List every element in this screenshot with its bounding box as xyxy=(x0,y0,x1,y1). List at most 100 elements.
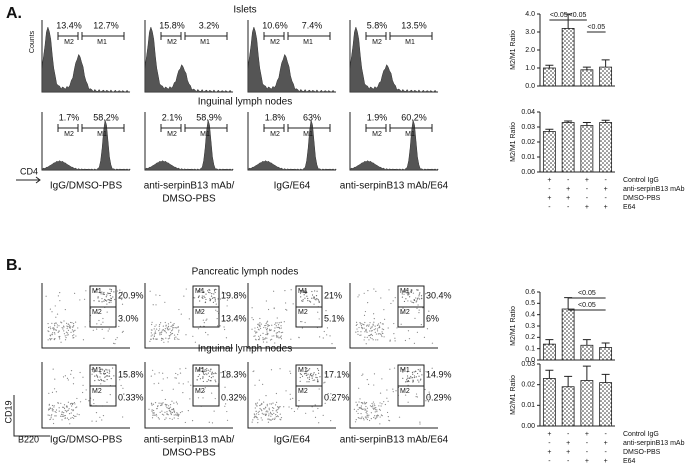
scatter-dot xyxy=(420,295,423,297)
scatter-dot xyxy=(366,410,368,413)
scatter-dot xyxy=(369,334,372,336)
scatter-dot xyxy=(73,337,75,339)
scatter-dot xyxy=(63,320,65,322)
scatter-dot xyxy=(151,409,153,411)
scatter-dot xyxy=(357,333,359,335)
scatter-dot xyxy=(289,372,292,374)
scatter-dot xyxy=(412,302,415,304)
scatter-dot xyxy=(418,375,420,377)
scatter-dot xyxy=(100,368,102,370)
significance-label: <0.05 xyxy=(578,302,596,309)
scatter-dot xyxy=(158,329,160,332)
scatter-dot xyxy=(402,307,404,309)
scatter-dot xyxy=(302,299,304,301)
scatter-dot xyxy=(209,299,211,302)
scatter-dot xyxy=(368,324,370,326)
gate-percent: 1.9% xyxy=(367,112,388,122)
scatter-dot xyxy=(47,339,49,341)
gate-line xyxy=(263,124,331,132)
scatter-dot xyxy=(378,326,380,329)
scatter-dot xyxy=(378,405,380,407)
scatter-dot xyxy=(67,323,69,325)
scatter-dot xyxy=(100,373,102,375)
gate-percent: 12.7% xyxy=(93,20,119,30)
scatter-dot xyxy=(201,296,203,299)
scatter-dot xyxy=(59,300,61,302)
scatter-dot xyxy=(176,413,179,415)
gate-label: M2 xyxy=(400,388,410,395)
scatter-dot xyxy=(201,367,203,370)
scatter-dot xyxy=(205,369,208,371)
scatter-dot xyxy=(330,393,332,395)
scatter-dot xyxy=(360,412,362,415)
gate-percent: 13.5% xyxy=(401,20,427,30)
scatter-dot xyxy=(267,421,270,423)
scatter-dot xyxy=(101,368,103,370)
scatter-dot xyxy=(428,393,431,395)
scatter-dot xyxy=(202,376,204,378)
scatter-dot xyxy=(72,409,75,411)
scatter-dot xyxy=(73,401,76,404)
significance-label: <0.05 xyxy=(587,24,605,31)
gate-percent: 15.8% xyxy=(118,369,144,379)
scatter-dot xyxy=(393,322,395,325)
scatter-dot xyxy=(289,398,292,400)
scatter-dot xyxy=(66,417,69,419)
scatter-dot xyxy=(82,376,84,378)
scatter-dot xyxy=(262,332,264,334)
scatter-dot xyxy=(120,384,122,387)
scatter-dot xyxy=(101,419,103,421)
scatter-dot xyxy=(407,380,409,382)
scatter-dot xyxy=(415,393,418,395)
scatter-dot xyxy=(257,323,259,325)
scatter-dot xyxy=(60,341,62,343)
scatter-dot xyxy=(271,324,273,326)
scatter-dot xyxy=(67,329,70,332)
scatter-dot xyxy=(51,404,54,407)
scatter-dot xyxy=(285,390,287,392)
scatter-dot xyxy=(372,406,374,408)
scatter-dot xyxy=(394,337,396,339)
scatter-dot xyxy=(103,300,105,302)
scatter-dot xyxy=(110,299,112,301)
scatter-dot xyxy=(72,323,75,325)
scatter-axes xyxy=(41,362,130,429)
scatter-dot xyxy=(428,391,430,393)
scatter-dot xyxy=(108,328,110,330)
scatter-dot xyxy=(207,334,209,336)
scatter-dot xyxy=(64,308,66,311)
scatter-dot xyxy=(270,369,273,371)
scatter-dot xyxy=(277,326,279,328)
scatter-dot xyxy=(207,369,209,371)
scatter-dot xyxy=(416,331,419,333)
scatter-dot xyxy=(265,324,267,327)
scatter-dot xyxy=(366,336,368,338)
scatter-dot xyxy=(100,293,102,295)
error-bar xyxy=(545,369,554,379)
scatter-dot xyxy=(204,301,207,303)
scatter-dot xyxy=(116,290,119,292)
scatter-dot xyxy=(406,375,409,377)
scatter-dot xyxy=(309,301,312,303)
scatter-dot xyxy=(401,293,403,295)
y-tick-label: 0.01 xyxy=(521,402,535,409)
gate-percent: 14.9% xyxy=(426,369,452,379)
scatter-dot xyxy=(275,332,277,334)
scatter-dot xyxy=(154,325,156,327)
scatter-dot xyxy=(259,317,261,320)
scatter-dot xyxy=(72,402,74,405)
scatter-dot xyxy=(379,423,381,425)
scatter-dot xyxy=(97,312,99,314)
scatter-dot xyxy=(150,338,152,340)
scatter-dot xyxy=(224,292,226,294)
scatter-dot xyxy=(318,372,320,374)
scatter-dot xyxy=(257,338,260,341)
scatter-dot xyxy=(95,412,98,414)
scatter-dot xyxy=(67,326,69,328)
scatter-dot xyxy=(409,296,411,298)
scatter-dot xyxy=(277,335,279,337)
y-axis-label: CD19 xyxy=(3,400,13,423)
scatter-dot xyxy=(162,372,164,374)
scatter-dot xyxy=(359,323,362,325)
scatter-dot xyxy=(428,396,430,398)
